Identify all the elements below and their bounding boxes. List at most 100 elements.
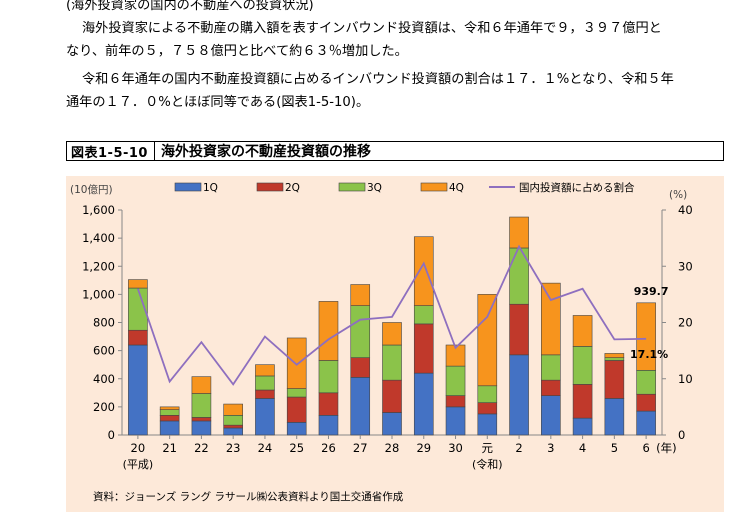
bar-3q bbox=[477, 385, 498, 403]
figure-title: 海外投資家の不動産投資額の推移 bbox=[160, 144, 371, 160]
bar-2q bbox=[604, 360, 625, 399]
bar-1q bbox=[350, 377, 371, 436]
legend-label-line: 国内投資額に占める割合 bbox=[519, 181, 635, 194]
y-tick-label-left: 400 bbox=[93, 372, 115, 386]
bar-4q bbox=[541, 282, 561, 356]
bar-1q bbox=[382, 412, 402, 436]
legend-label-3q: 3Q bbox=[367, 182, 382, 194]
bar-3q bbox=[191, 393, 212, 418]
bar-2q bbox=[636, 393, 656, 412]
legend-label-4q: 4Q bbox=[449, 182, 464, 194]
bar-4q bbox=[191, 376, 212, 394]
x-tick-label: 22 bbox=[194, 441, 209, 455]
bar-3q bbox=[286, 388, 307, 398]
bar-3q bbox=[541, 354, 561, 381]
bar-2q bbox=[572, 384, 593, 419]
bar-2q bbox=[382, 379, 402, 413]
y-tick-label-left: 1,400 bbox=[82, 231, 115, 245]
bar-4q bbox=[286, 337, 307, 389]
bar-3q bbox=[572, 346, 593, 385]
y-tick-label-left: 0 bbox=[108, 428, 115, 442]
bar-3q bbox=[223, 415, 243, 426]
bar-4q bbox=[604, 353, 625, 358]
x-tick-label: 23 bbox=[226, 441, 241, 455]
bar-4q bbox=[350, 284, 371, 306]
x-tick-label: 25 bbox=[289, 441, 304, 455]
x-tick-label: 27 bbox=[353, 441, 368, 455]
paragraph-2-line-1: 令和６年通年の国内不動産投資額に占めるインバウンド投資額の割合は１７．１%となり… bbox=[82, 72, 674, 87]
bar-2q bbox=[191, 417, 212, 422]
x-tick-label: 4 bbox=[579, 441, 586, 455]
line-share-percent bbox=[137, 244, 647, 386]
bar-1q bbox=[604, 398, 625, 436]
bar-2q bbox=[318, 392, 339, 416]
x-axis-unit: (年) bbox=[656, 441, 676, 455]
bar-3q bbox=[318, 360, 339, 394]
bar-3q bbox=[604, 357, 625, 361]
bar-2q bbox=[159, 415, 180, 422]
y-tick-label-left: 1,000 bbox=[82, 287, 115, 301]
bar-3q bbox=[159, 409, 180, 416]
bar-3q bbox=[255, 375, 275, 391]
x-tick-label: 24 bbox=[258, 441, 273, 455]
bar-4q bbox=[572, 315, 593, 347]
x-tick-label: 6 bbox=[642, 441, 649, 455]
bar-2q bbox=[477, 402, 498, 415]
section-heading: (海外投資家の国内の不動産への投資状況) bbox=[66, 0, 314, 13]
bar-1q bbox=[477, 413, 498, 436]
bar-2q bbox=[128, 329, 148, 346]
bar-4q bbox=[445, 344, 466, 367]
x-tick-label: 28 bbox=[385, 441, 400, 455]
figure-label: 図表1-5-10 bbox=[67, 142, 155, 161]
y-tick-label-left: 600 bbox=[93, 344, 115, 358]
bar-2q bbox=[286, 396, 307, 423]
paragraph-1-line-1: 海外投資家による不動産の購入額を表すインバウンド投資額は、令和６年通年で９，３９… bbox=[82, 21, 662, 36]
bar-4q bbox=[477, 294, 498, 387]
x-tick-label: 元 bbox=[482, 441, 494, 455]
bar-4q bbox=[636, 302, 656, 371]
y-tick-label-right: 10 bbox=[678, 372, 693, 386]
bar-4q bbox=[318, 301, 339, 361]
legend-swatch-4q bbox=[420, 182, 448, 192]
bar-1q bbox=[541, 395, 561, 436]
bar-1q bbox=[413, 372, 434, 436]
y-axis-unit-left: (10億円) bbox=[70, 183, 113, 196]
bar-2q bbox=[255, 389, 275, 399]
bar-1q bbox=[128, 344, 148, 436]
bar-4q bbox=[382, 322, 402, 346]
x-tick-label: 20 bbox=[131, 441, 146, 455]
legend-label-2q: 2Q bbox=[285, 182, 300, 194]
x-tick-label: 29 bbox=[416, 441, 431, 455]
bar-2q bbox=[223, 424, 243, 429]
bar-4q bbox=[223, 403, 243, 416]
bar-2q bbox=[541, 379, 561, 396]
bar-1q bbox=[286, 422, 307, 436]
x-tick-label: 3 bbox=[547, 441, 554, 455]
bar-4q bbox=[413, 236, 434, 306]
x-tick-sublabel: (平成) bbox=[123, 458, 154, 471]
bar-1q bbox=[636, 410, 656, 436]
bar-3q bbox=[350, 305, 371, 358]
bar-3q bbox=[636, 370, 656, 395]
bar-2q bbox=[509, 303, 529, 356]
bar-1q bbox=[445, 406, 466, 436]
y-tick-label-right: 20 bbox=[678, 316, 693, 330]
bar-4q bbox=[159, 406, 180, 410]
x-tick-label: 5 bbox=[611, 441, 618, 455]
x-tick-label: 30 bbox=[448, 441, 463, 455]
bar-1q bbox=[318, 415, 339, 436]
paragraph-2-line-2: 通年の１７．０%とほぼ同等である(図表1-5-10)。 bbox=[66, 95, 370, 110]
bar-3q bbox=[382, 344, 402, 381]
figure-source: 資料：ジョーンズ ラング ラサール㈱公表資料より国土交通省作成 bbox=[93, 491, 404, 503]
bar-1q bbox=[255, 398, 275, 436]
bar-4q bbox=[128, 279, 148, 289]
figure-title-box: 図表1-5-10 海外投資家の不動産投資額の推移 bbox=[66, 141, 724, 161]
legend-swatch-1q bbox=[174, 182, 202, 192]
x-tick-label: 2 bbox=[515, 441, 522, 455]
bar-1q bbox=[191, 420, 212, 436]
y-tick-label-right: 30 bbox=[678, 259, 693, 273]
bar-2q bbox=[413, 323, 434, 374]
y-tick-label-right: 40 bbox=[678, 203, 693, 217]
bar-3q bbox=[413, 305, 434, 325]
